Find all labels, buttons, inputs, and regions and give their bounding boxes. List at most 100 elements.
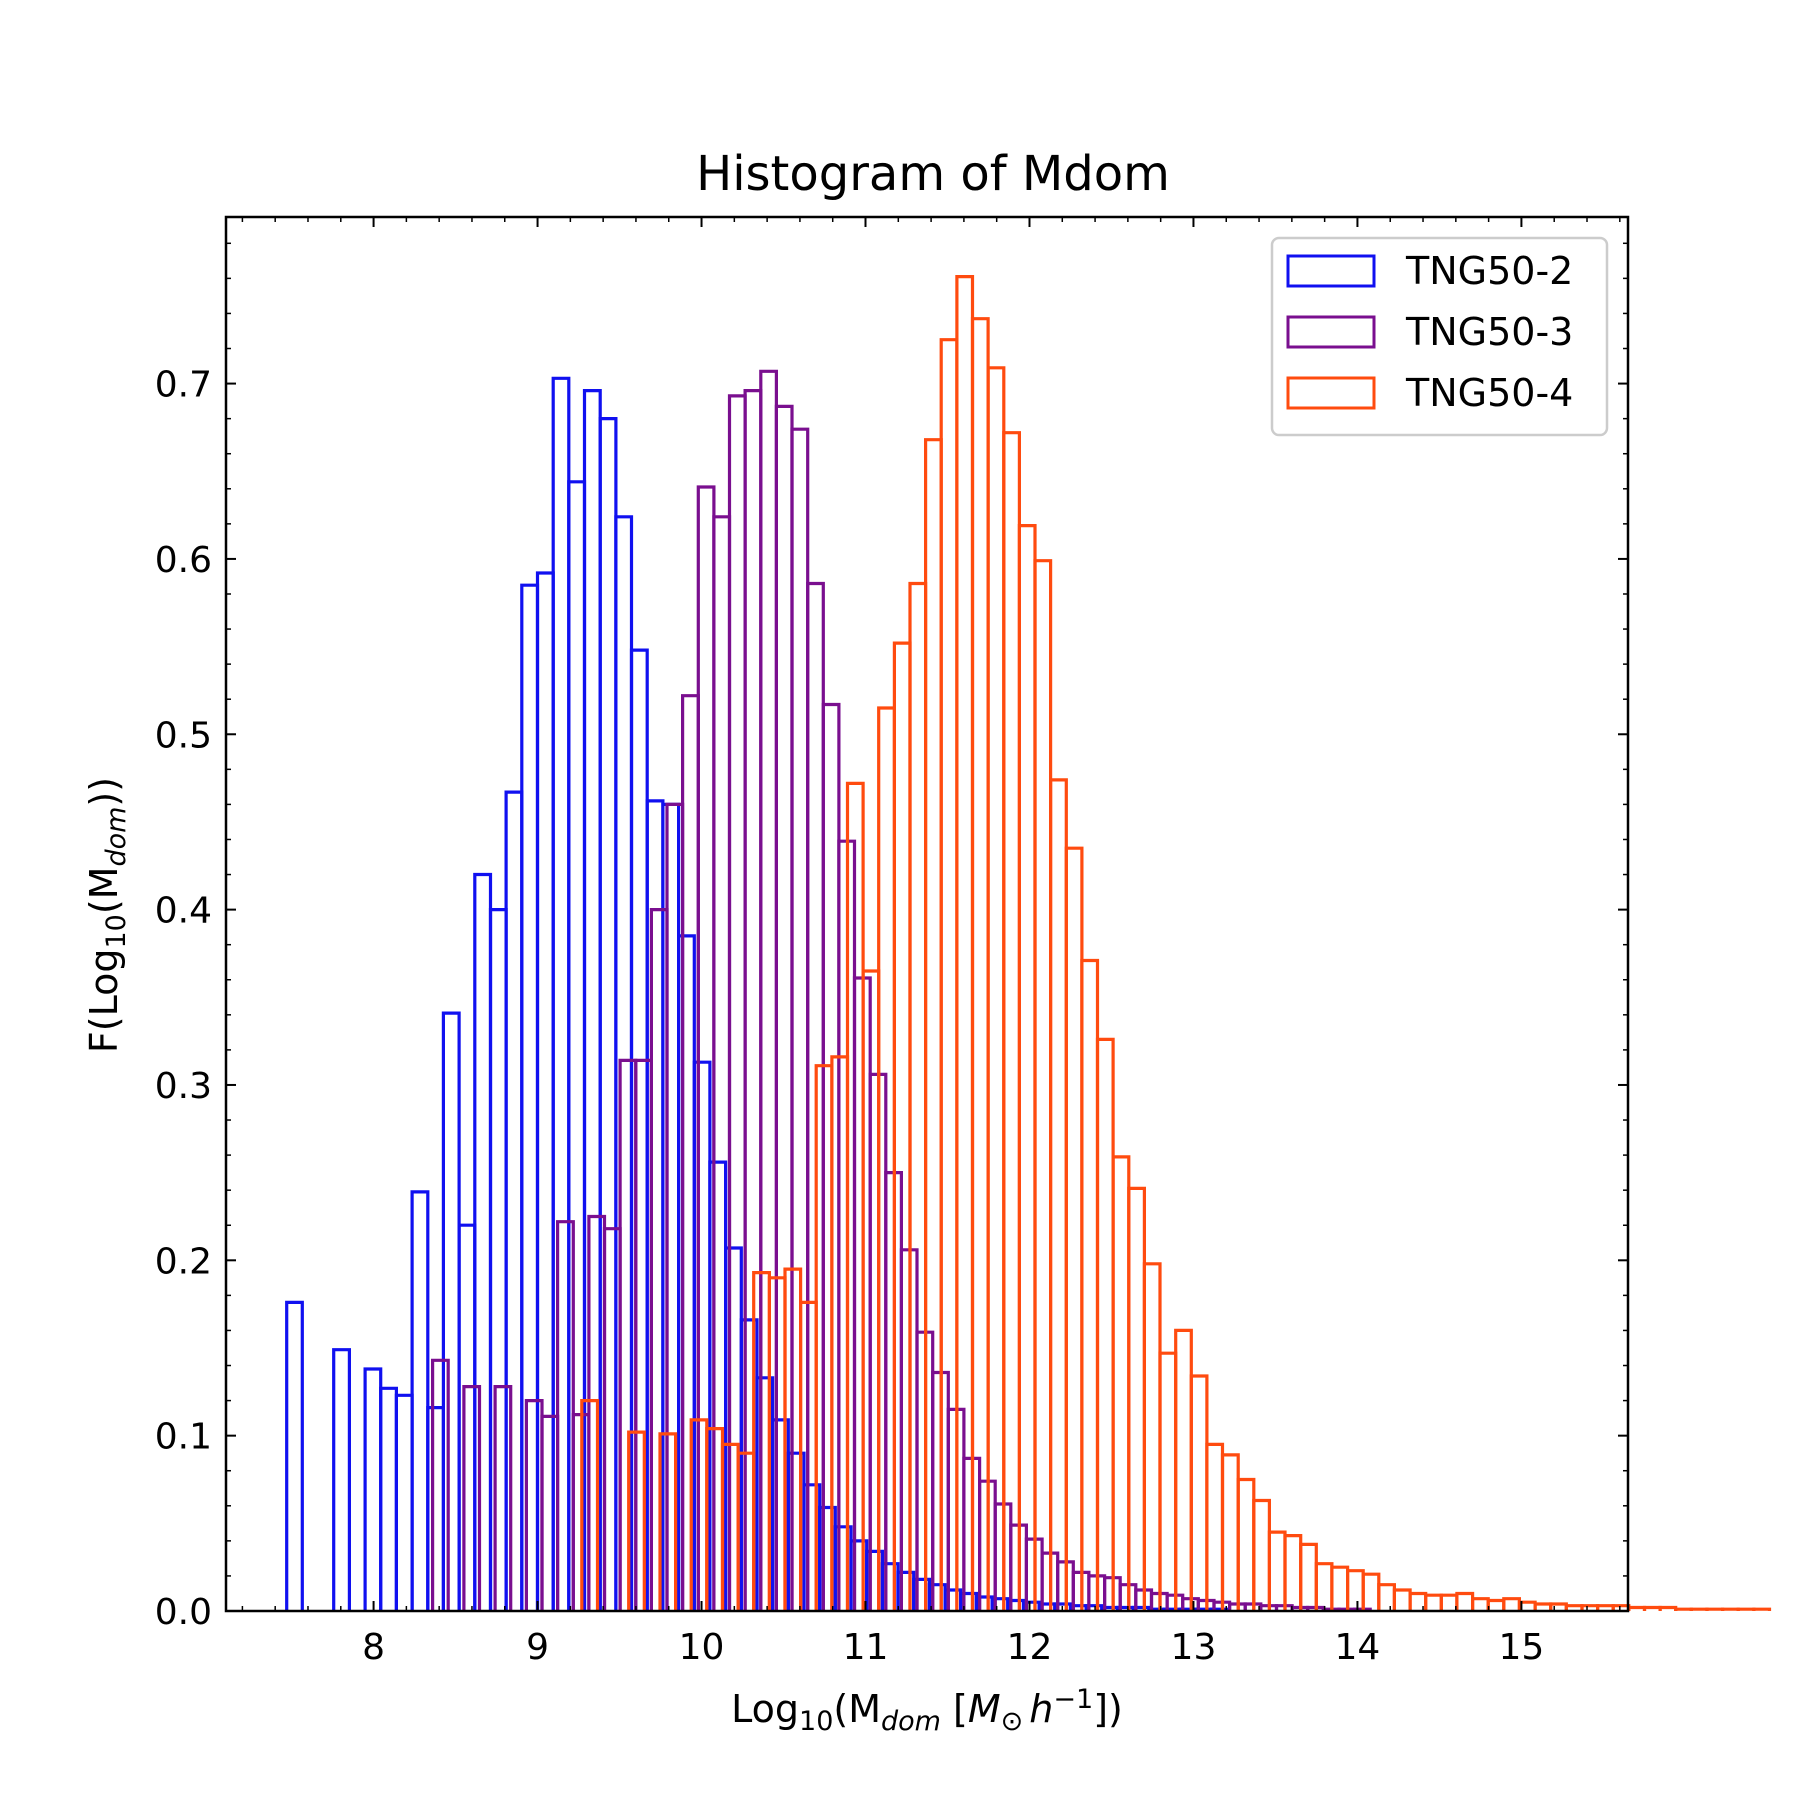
x-tick-label: 10 xyxy=(679,1627,725,1668)
x-tick-label: 12 xyxy=(1007,1627,1053,1668)
x-tick-label: 11 xyxy=(843,1627,889,1668)
bar-tng50-4-54 xyxy=(1424,1593,1443,1611)
y-axis-label-sub2: dom xyxy=(101,807,132,867)
x-axis-label-ital2: h xyxy=(1029,1687,1053,1731)
x-tick-label: 14 xyxy=(1335,1627,1381,1668)
bar-tng50-4-42 xyxy=(1236,1477,1256,1611)
legend-swatch-tng50-2 xyxy=(1286,254,1376,288)
bar-tng50-2-0 xyxy=(285,1300,304,1611)
legend-label-tng50-3: TNG50-3 xyxy=(1405,310,1573,354)
y-tick-label: 0.6 xyxy=(155,540,212,581)
bar-tng50-2-17 xyxy=(551,376,571,1611)
series-layer xyxy=(285,275,1772,1611)
y-axis-label-sub1: 10 xyxy=(101,914,132,948)
x-axis-label-mid2: [ xyxy=(941,1687,968,1731)
bar-tng50-4-55 xyxy=(1439,1593,1459,1611)
bar-tng50-3-4 xyxy=(493,1385,513,1611)
bar-tng50-2-13 xyxy=(488,908,508,1611)
bar-tng50-4-72 xyxy=(1705,1607,1725,1611)
series-tng50-4 xyxy=(580,275,1772,1611)
y-tick-label: 0.2 xyxy=(155,1241,212,1282)
bar-tng50-4-32 xyxy=(1080,958,1100,1611)
y-tick-label: 0.4 xyxy=(155,891,212,932)
bar-tng50-4-59 xyxy=(1502,1597,1521,1611)
bar-tng50-4-37 xyxy=(1158,1351,1178,1611)
bar-tng50-4-30 xyxy=(1049,778,1068,1611)
bar-tng50-4-41 xyxy=(1220,1453,1240,1611)
legend-swatch-tng50-4 xyxy=(1286,376,1376,410)
bar-tng50-2-12 xyxy=(473,872,493,1611)
x-axis-label: Log10(Mdom [M⊙ h−1]) xyxy=(731,1684,1123,1737)
bar-tng50-4-31 xyxy=(1064,846,1084,1611)
bar-tng50-3-11 xyxy=(602,1227,622,1611)
bar-tng50-4-43 xyxy=(1252,1498,1271,1611)
bar-tng50-4-51 xyxy=(1377,1583,1396,1611)
bar-tng50-4-67 xyxy=(1627,1605,1647,1611)
bar-tng50-4-49 xyxy=(1346,1569,1365,1611)
bar-tng50-4-57 xyxy=(1471,1597,1490,1611)
bar-tng50-2-9 xyxy=(426,1406,445,1611)
bar-tng50-2-7 xyxy=(394,1393,414,1611)
legend: TNG50-2 TNG50-3 TNG50-4 xyxy=(1270,236,1609,437)
legend-label-tng50-4: TNG50-4 xyxy=(1405,371,1573,415)
bar-tng50-4-33 xyxy=(1095,1037,1115,1611)
plot-frame xyxy=(224,215,1630,1613)
bar-tng50-4-73 xyxy=(1721,1607,1740,1611)
bar-tng50-4-75 xyxy=(1752,1607,1772,1611)
tick-layer: 8 9 10 11 12 13 14 15 0.0 0.1 0.2 0.3 0.4 0.5 0.6 0.7 xyxy=(155,217,1628,1668)
bar-tng50-4-48 xyxy=(1330,1565,1350,1611)
y-axis-label-pre: F(Log xyxy=(82,949,126,1054)
bar-tng50-4-69 xyxy=(1658,1605,1678,1611)
series-tng50-3 xyxy=(431,369,1372,1611)
bar-tng50-4-58 xyxy=(1486,1598,1506,1611)
bar-tng50-2-20 xyxy=(598,417,618,1611)
bar-tng50-4-40 xyxy=(1205,1442,1225,1611)
bar-tng50-2-6 xyxy=(379,1386,398,1611)
bar-tng50-4-45 xyxy=(1283,1534,1303,1611)
bar-tng50-3-0 xyxy=(431,1358,450,1611)
x-tick-label: 8 xyxy=(362,1627,385,1668)
x-axis-label-ital1: M xyxy=(968,1687,1001,1731)
y-tick-label: 0.3 xyxy=(155,1066,212,1107)
bar-tng50-2-14 xyxy=(504,790,524,1611)
bar-tng50-3-8 xyxy=(556,1220,575,1611)
bar-tng50-4-50 xyxy=(1361,1572,1381,1611)
x-tick-label: 9 xyxy=(526,1627,549,1668)
legend-label-tng50-2: TNG50-2 xyxy=(1405,249,1573,293)
y-tick-label: 0.7 xyxy=(155,365,212,406)
bar-tng50-4-35 xyxy=(1127,1186,1146,1611)
bar-tng50-4-28 xyxy=(1017,524,1037,1611)
bar-tng50-4-47 xyxy=(1314,1562,1334,1611)
bar-tng50-2-3 xyxy=(332,1348,351,1611)
bar-tng50-2-8 xyxy=(410,1190,430,1611)
bar-tng50-2-11 xyxy=(457,1223,477,1611)
x-axis-label-sup: −1 xyxy=(1053,1684,1093,1715)
bar-tng50-4-74 xyxy=(1736,1607,1756,1611)
bar-tng50-3-6 xyxy=(524,1399,544,1611)
bar-tng50-3-2 xyxy=(462,1385,482,1611)
bar-tng50-4-0 xyxy=(580,1399,600,1611)
y-axis-label: F(Log10(Mdom)) xyxy=(82,777,132,1053)
bar-tng50-4-71 xyxy=(1689,1607,1709,1611)
bar-tng50-4-52 xyxy=(1392,1588,1412,1611)
x-tick-label: 13 xyxy=(1171,1627,1217,1668)
y-tick-label: 0.5 xyxy=(155,715,212,756)
bar-tng50-2-16 xyxy=(535,571,555,1611)
bar-tng50-4-27 xyxy=(1002,431,1021,1611)
bar-tng50-4-46 xyxy=(1299,1542,1318,1611)
legend-swatch-tng50-3 xyxy=(1286,315,1376,349)
x-tick-label: 15 xyxy=(1499,1627,1545,1668)
y-axis-label-post: )) xyxy=(82,777,126,807)
bar-tng50-2-5 xyxy=(363,1367,383,1611)
bar-tng50-4-25 xyxy=(970,317,990,1611)
bar-tng50-4-56 xyxy=(1455,1591,1475,1611)
bar-tng50-2-10 xyxy=(441,1011,461,1611)
bar-tng50-4-68 xyxy=(1642,1605,1662,1611)
x-axis-label-mid: (M xyxy=(833,1687,881,1731)
chart-title: Histogram of Mdom xyxy=(696,146,1170,202)
y-axis-label-mid: (M xyxy=(82,867,126,915)
bar-tng50-2-15 xyxy=(520,583,540,1611)
bar-tng50-4-34 xyxy=(1111,1155,1131,1611)
